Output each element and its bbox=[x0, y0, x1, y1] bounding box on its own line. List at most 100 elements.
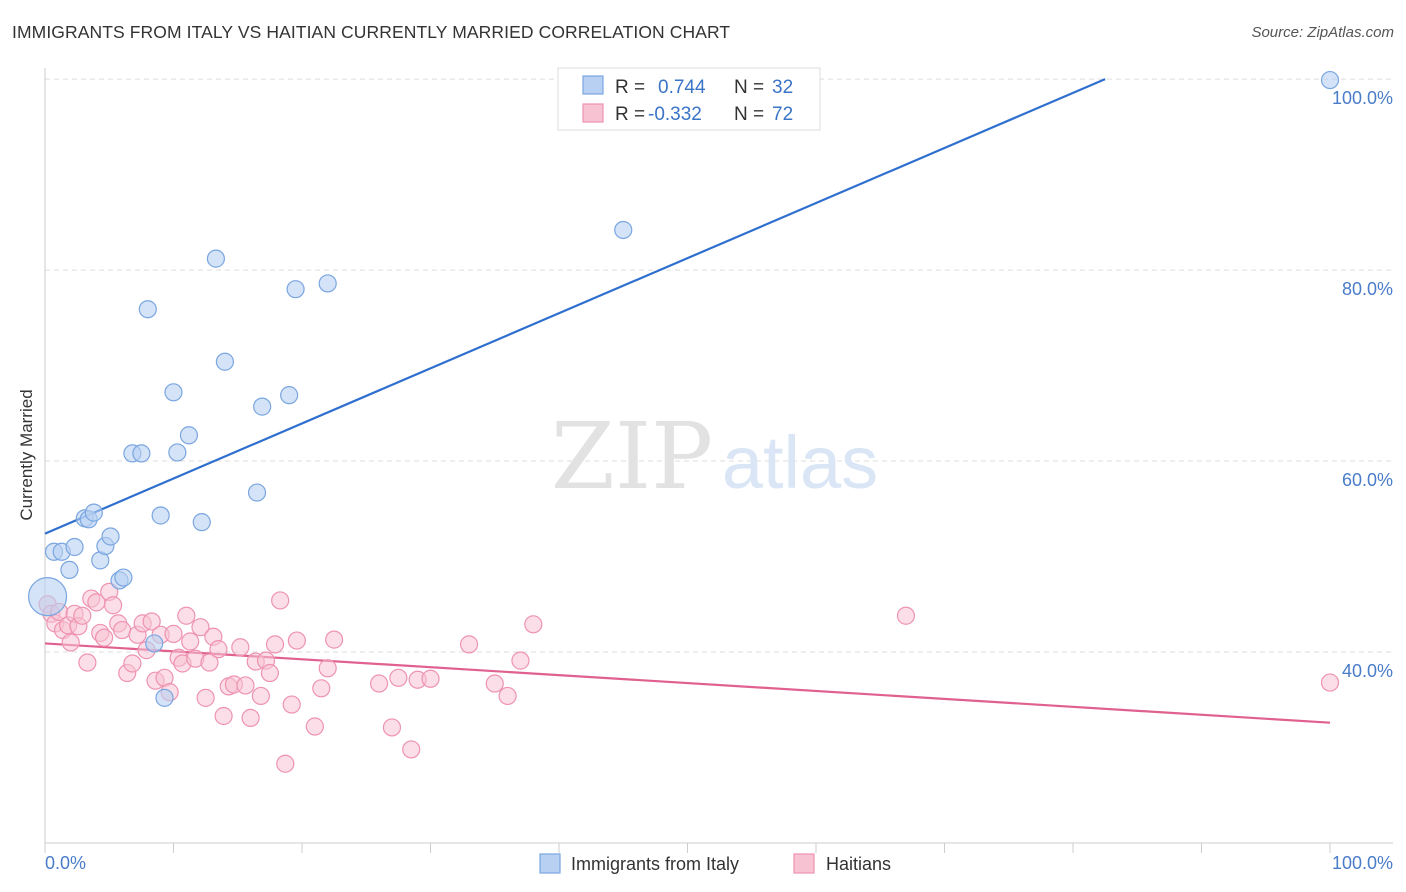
legend-italy-n-label: N = bbox=[734, 77, 764, 98]
italy-point-14 bbox=[132, 444, 151, 463]
legend-haiti-n-value: 72 bbox=[772, 104, 793, 125]
haiti-point-40 bbox=[214, 706, 233, 726]
y-tick-label-60: 60.0% bbox=[1342, 470, 1393, 490]
italy-point-3 bbox=[60, 560, 79, 580]
haiti-point-60 bbox=[382, 718, 402, 737]
haiti-point-32 bbox=[177, 606, 196, 625]
haiti-point-9 bbox=[73, 606, 92, 625]
legend-italy-r-value: 0.744 bbox=[658, 77, 706, 98]
bottom-legend: Immigrants from Italy Haitians bbox=[539, 853, 891, 874]
series-haitians-points bbox=[38, 582, 1340, 773]
haiti-point-70 bbox=[896, 606, 916, 625]
haiti-point-45 bbox=[241, 708, 260, 728]
x-tick-label-min: 0.0% bbox=[45, 853, 86, 873]
italy-point-7 bbox=[84, 503, 103, 522]
haiti-point-55 bbox=[305, 717, 324, 736]
italy-point-18 bbox=[155, 688, 174, 707]
legend-haiti-r-value: -0.332 bbox=[648, 104, 702, 125]
italy-trendline bbox=[44, 78, 1106, 535]
haiti-point-36 bbox=[196, 688, 215, 707]
italy-point-26 bbox=[253, 397, 272, 416]
series-italy-points bbox=[27, 70, 1340, 707]
haiti-point-71 bbox=[1320, 673, 1340, 692]
italy-point-21 bbox=[179, 426, 199, 445]
y-tick-label-80: 80.0% bbox=[1342, 279, 1393, 299]
haiti-point-54 bbox=[287, 631, 306, 650]
haiti-point-68 bbox=[511, 651, 530, 670]
haiti-point-59 bbox=[370, 674, 389, 693]
italy-point-29 bbox=[318, 274, 337, 293]
y-axis-title: Currently Married bbox=[17, 389, 36, 520]
bottom-legend-haiti-label: Haitians bbox=[826, 854, 891, 874]
axes: 40.0% 60.0% 80.0% 100.0% 0.0% 100.0% bbox=[44, 68, 1393, 873]
haiti-point-14 bbox=[95, 628, 114, 647]
legend-swatch-haiti bbox=[582, 103, 604, 123]
y-tick-label-40: 40.0% bbox=[1342, 661, 1393, 681]
italy-point-20 bbox=[168, 443, 187, 462]
haiti-point-39 bbox=[209, 640, 228, 659]
italy-point-23 bbox=[206, 249, 226, 268]
legend-italy-n-value: 32 bbox=[772, 77, 793, 98]
haiti-point-64 bbox=[421, 669, 440, 688]
haiti-point-37 bbox=[200, 653, 219, 672]
haiti-point-67 bbox=[498, 686, 517, 706]
haiti-point-65 bbox=[459, 635, 479, 654]
bottom-legend-italy-label: Immigrants from Italy bbox=[571, 854, 739, 874]
haiti-point-56 bbox=[312, 679, 331, 698]
italy-point-0 bbox=[27, 577, 68, 617]
legend-haiti-r-label: R = bbox=[615, 104, 645, 125]
haiti-point-47 bbox=[251, 686, 270, 706]
italy-point-4 bbox=[65, 537, 84, 557]
haiti-point-61 bbox=[389, 668, 408, 687]
italy-point-27 bbox=[280, 386, 299, 405]
haiti-point-33 bbox=[181, 632, 200, 651]
italy-point-30 bbox=[614, 220, 633, 240]
grid-lines bbox=[45, 78, 1393, 653]
italy-point-19 bbox=[164, 383, 183, 402]
trendlines bbox=[44, 78, 1331, 724]
legend-italy-r-label: R = bbox=[615, 77, 645, 98]
haiti-point-57 bbox=[318, 659, 337, 678]
bottom-legend-swatch-italy bbox=[539, 853, 561, 874]
haiti-point-49 bbox=[260, 663, 279, 683]
haiti-point-44 bbox=[236, 676, 255, 695]
y-tick-label-100: 100.0% bbox=[1332, 88, 1393, 108]
italy-point-10 bbox=[101, 527, 120, 546]
watermark-zip: ZIP bbox=[551, 403, 713, 510]
haiti-point-24 bbox=[142, 612, 161, 631]
haiti-point-66 bbox=[485, 674, 504, 693]
watermark-atlas: atlas bbox=[722, 421, 878, 504]
italy-point-24 bbox=[215, 352, 234, 371]
legend-haiti-n-label: N = bbox=[734, 104, 764, 125]
italy-point-22 bbox=[192, 513, 211, 532]
haiti-point-20 bbox=[123, 654, 142, 673]
haiti-point-69 bbox=[524, 615, 543, 634]
haiti-point-6 bbox=[61, 633, 80, 652]
haiti-point-52 bbox=[276, 754, 295, 773]
italy-point-12 bbox=[114, 568, 133, 587]
haiti-point-51 bbox=[271, 591, 290, 610]
watermark: ZIP atlas bbox=[551, 403, 878, 510]
italy-point-17 bbox=[151, 506, 170, 525]
haiti-point-50 bbox=[265, 635, 285, 654]
italy-point-16 bbox=[145, 634, 164, 653]
italy-point-28 bbox=[286, 280, 305, 299]
haiti-point-16 bbox=[104, 596, 123, 615]
italy-point-15 bbox=[138, 300, 157, 319]
haiti-point-35 bbox=[191, 618, 210, 637]
x-tick-label-max: 100.0% bbox=[1332, 853, 1393, 873]
haiti-point-53 bbox=[282, 695, 301, 714]
italy-point-31 bbox=[1320, 70, 1340, 90]
haiti-point-58 bbox=[325, 630, 344, 649]
bottom-legend-swatch-haiti bbox=[793, 853, 815, 874]
italy-point-25 bbox=[247, 483, 267, 502]
source-credit: Source: ZipAtlas.com bbox=[1251, 24, 1394, 41]
haiti-point-10 bbox=[78, 653, 97, 672]
legend-swatch-italy bbox=[582, 75, 604, 95]
haiti-point-62 bbox=[402, 740, 421, 759]
haiti-point-29 bbox=[164, 624, 183, 643]
haiti-point-43 bbox=[231, 638, 250, 657]
haiti-point-18 bbox=[112, 620, 132, 640]
chart-title: IMMIGRANTS FROM ITALY VS HAITIAN CURRENT… bbox=[12, 22, 731, 42]
